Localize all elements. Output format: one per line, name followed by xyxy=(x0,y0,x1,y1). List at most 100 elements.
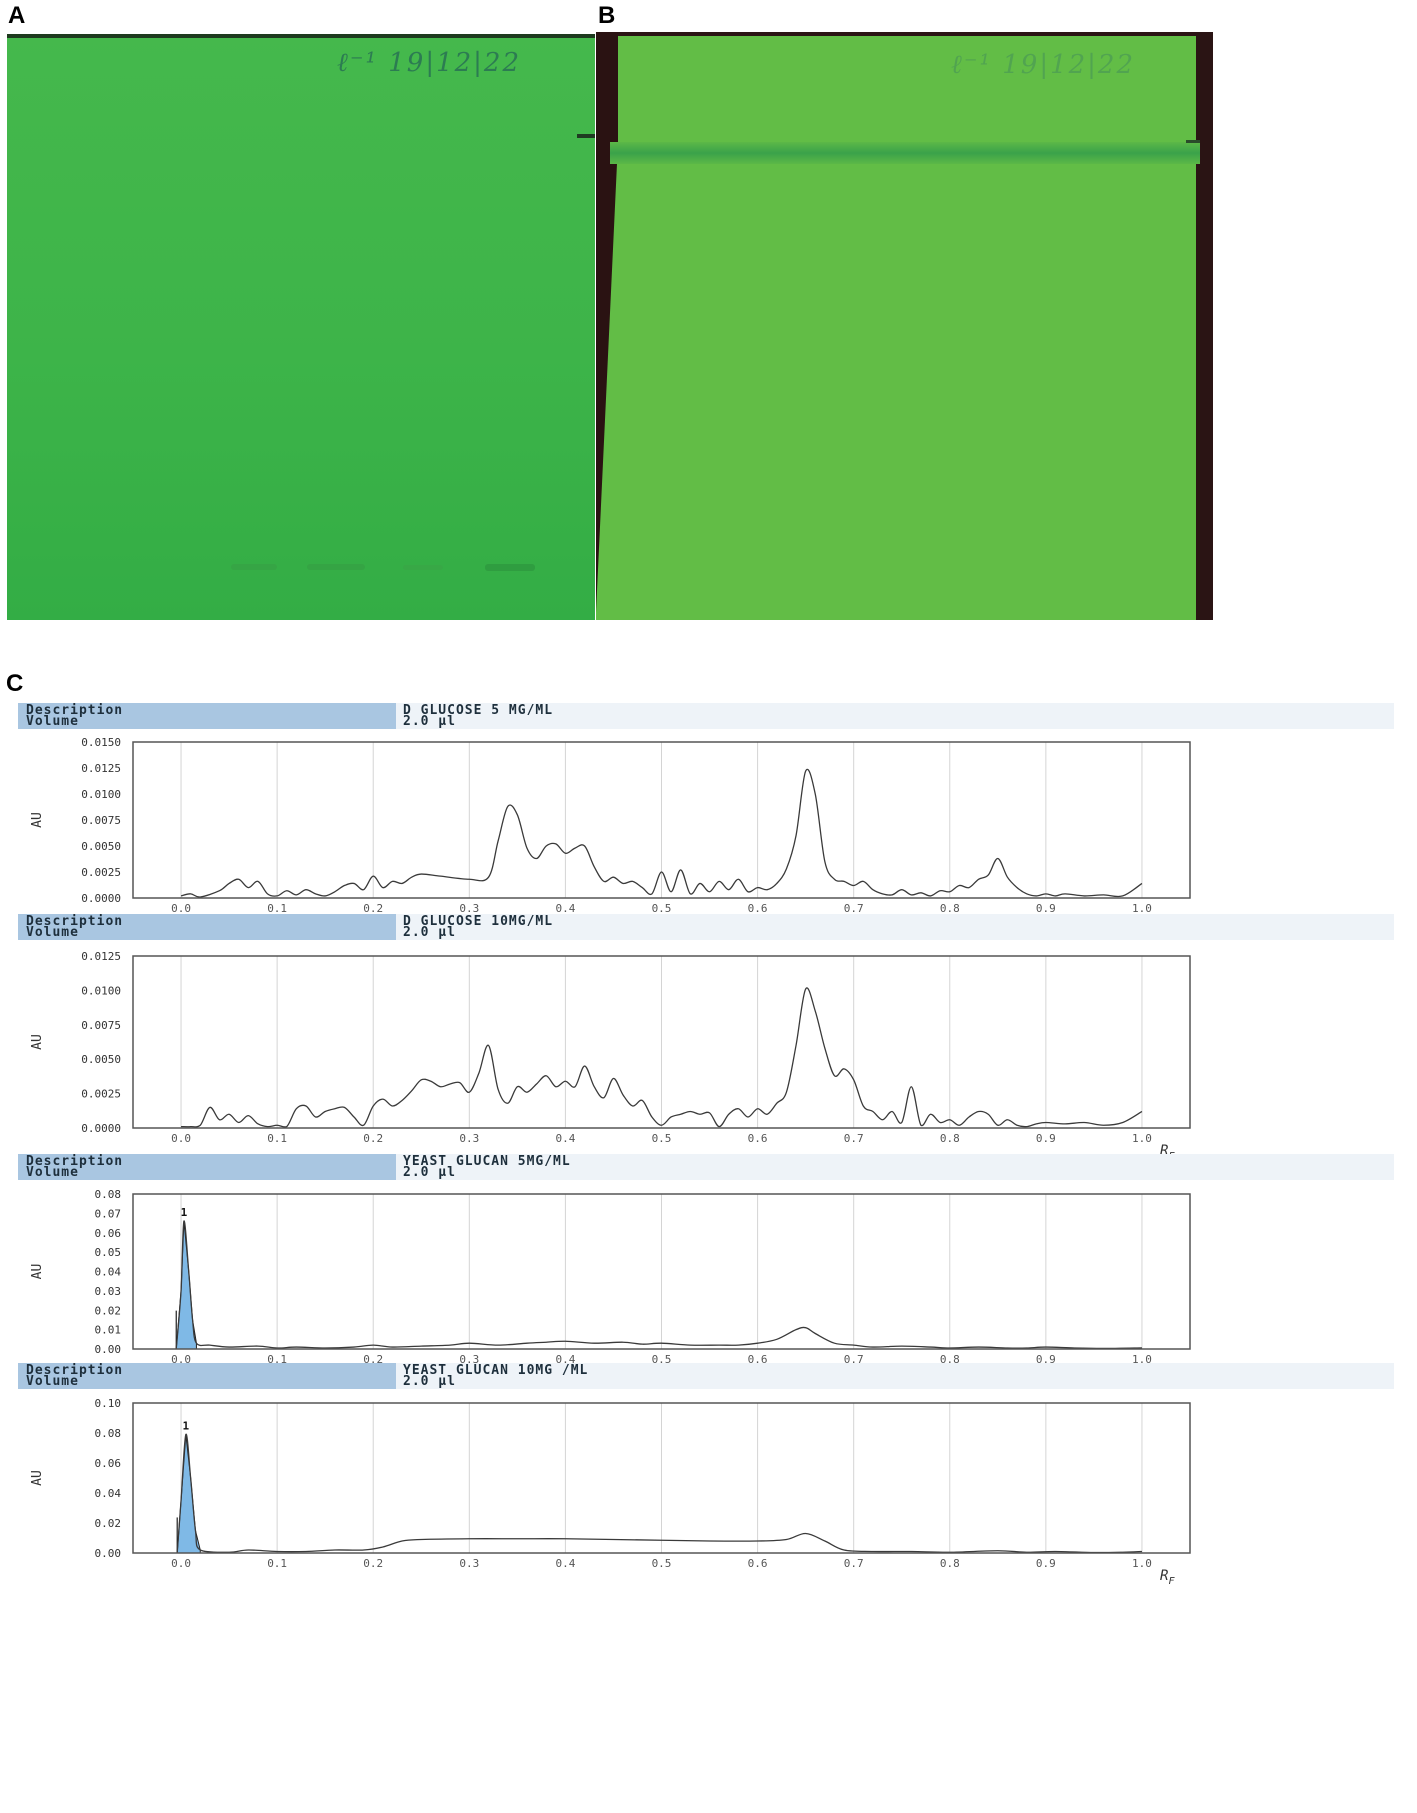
y-axis-label: AU xyxy=(30,812,45,828)
peak-label: 1 xyxy=(181,1206,188,1219)
plate-a-note: ℓ⁻¹ 19|12|22 xyxy=(337,48,522,78)
description-bar-1: Description Volume D GLUCOSE 5 MG/ML 2.0… xyxy=(18,703,1394,729)
description-key: Description xyxy=(26,1154,124,1169)
y-tick-label: 0.08 xyxy=(95,1188,122,1201)
x-tick-label: 0.9 xyxy=(1036,1353,1056,1366)
y-tick-label: 0.0025 xyxy=(81,1088,121,1101)
description-key: Description xyxy=(26,1363,124,1378)
y-tick-label: 0.05 xyxy=(95,1246,122,1259)
y-tick-label: 0.0050 xyxy=(81,840,121,853)
y-tick-label: 0.10 xyxy=(95,1397,122,1410)
x-tick-label: 0.0 xyxy=(171,902,191,915)
chromatogram-2: 0.0 0.1 0.2 0.3 0.4 0.5 0.6 0.7 0.8 0.9 1.0 0.0000 0… xyxy=(30,950,1191,1156)
x-tick-label: 0.5 xyxy=(652,1557,672,1570)
y-axis-label: AU xyxy=(30,1264,45,1280)
description-key: Description xyxy=(26,703,124,718)
y-axis-label: AU xyxy=(30,1034,45,1050)
plate-b-note: ℓ⁻¹ 19|12|22 xyxy=(951,50,1136,80)
panel-b-label: B xyxy=(598,2,616,29)
y-tick-label: 0.0125 xyxy=(81,950,121,963)
y-tick-label: 0.0050 xyxy=(81,1053,121,1066)
description-key: Description xyxy=(26,914,124,929)
x-tick-label: 0.6 xyxy=(748,902,768,915)
y-tick-label: 0.0075 xyxy=(81,1019,121,1032)
x-tick-label: 1.0 xyxy=(1132,1132,1152,1145)
x-tick-label: 1.0 xyxy=(1132,1353,1152,1366)
x-tick-label: 0.6 xyxy=(748,1353,768,1366)
y-tick-label: 0.0000 xyxy=(81,1122,121,1135)
y-tick-label: 0.06 xyxy=(95,1457,122,1470)
x-tick-label: 0.1 xyxy=(267,1353,287,1366)
y-tick-label: 0.0000 xyxy=(81,892,121,905)
volume-value: 2.0 µl xyxy=(403,714,456,729)
y-tick-label: 0.02 xyxy=(95,1517,122,1530)
description-bar-3: Description Volume YEAST GLUCAN 5MG/ML 2… xyxy=(18,1154,1394,1180)
plot-frame xyxy=(132,1402,1191,1554)
description-value: YEAST GLUCAN 10MG /ML xyxy=(403,1363,589,1378)
x-tick-label: 0.3 xyxy=(459,1132,479,1145)
x-tick-label: 0.5 xyxy=(652,1132,672,1145)
x-tick-label: 0.4 xyxy=(555,1557,575,1570)
volume-key: Volume xyxy=(26,1374,79,1389)
y-tick-label: 0.04 xyxy=(95,1487,122,1500)
volume-value: 2.0 µl xyxy=(403,925,456,940)
x-tick-label: 0.0 xyxy=(171,1132,191,1145)
x-tick-label: 0.9 xyxy=(1036,1557,1056,1570)
x-tick-label: 0.9 xyxy=(1036,1132,1056,1145)
description-value: D GLUCOSE 10MG/ML xyxy=(403,914,554,929)
x-tick-label: 0.1 xyxy=(267,902,287,915)
y-tick-label: 0.04 xyxy=(95,1266,122,1279)
x-tick-label: 0.2 xyxy=(363,1353,383,1366)
x-tick-label: 0.7 xyxy=(844,1132,864,1145)
series-line xyxy=(175,1220,1142,1350)
x-tick-label: 0.9 xyxy=(1036,902,1056,915)
volume-key: Volume xyxy=(26,925,79,940)
tlc-plate-a: ℓ⁻¹ 19|12|22 xyxy=(7,34,595,620)
description-bar-4: Description Volume YEAST GLUCAN 10MG /ML… xyxy=(18,1363,1394,1389)
description-bar-2: Description Volume D GLUCOSE 10MG/ML 2.0… xyxy=(18,914,1394,940)
y-tick-label: 0.0125 xyxy=(81,762,121,775)
x-tick-label: 1.0 xyxy=(1132,1557,1152,1570)
x-tick-label: 0.3 xyxy=(459,1353,479,1366)
series-line xyxy=(180,768,1143,898)
plot-frame xyxy=(132,741,1191,899)
y-tick-label: 0.0025 xyxy=(81,866,121,879)
description-value: D GLUCOSE 5 MG/ML xyxy=(403,703,554,718)
x-tick-label: 0.0 xyxy=(171,1353,191,1366)
volume-key: Volume xyxy=(26,1165,79,1180)
x-tick-label: 0.5 xyxy=(652,1353,672,1366)
volume-value: 2.0 µl xyxy=(403,1165,456,1180)
tlc-plate-b: ℓ⁻¹ 19|12|22 xyxy=(596,32,1213,620)
x-tick-label: 0.4 xyxy=(555,1132,575,1145)
plot-frame xyxy=(132,955,1191,1129)
x-tick-label: 0.4 xyxy=(555,1353,575,1366)
chromatogram-3: 0.0 0.1 0.2 0.3 0.4 0.5 0.6 0.7 0.8 0.9 1.0 0.00 0.0… xyxy=(30,1188,1191,1370)
x-tick-label: 0.2 xyxy=(363,1132,383,1145)
x-tick-label: 0.7 xyxy=(844,1353,864,1366)
panel-c-label: C xyxy=(6,670,24,697)
x-tick-label: 0.8 xyxy=(940,1132,960,1145)
band-4 xyxy=(485,564,535,571)
volume-key: Volume xyxy=(26,714,79,729)
y-tick-label: 0.07 xyxy=(95,1207,122,1220)
series-line xyxy=(181,987,1143,1128)
y-tick-label: 0.03 xyxy=(95,1285,122,1298)
x-tick-label: 0.0 xyxy=(171,1557,191,1570)
y-tick-label: 0.0150 xyxy=(81,736,121,749)
plot-frame xyxy=(132,1193,1191,1350)
y-tick-label: 0.00 xyxy=(95,1547,122,1560)
x-tick-label: 0.3 xyxy=(459,902,479,915)
x-tick-label: 0.8 xyxy=(940,1557,960,1570)
y-tick-label: 0.02 xyxy=(95,1304,122,1317)
y-tick-label: 0.08 xyxy=(95,1427,122,1440)
solvent-front-band xyxy=(610,142,1200,164)
x-tick-label: 0.2 xyxy=(363,902,383,915)
y-tick-label: 0.0100 xyxy=(81,788,121,801)
peak-label: 1 xyxy=(183,1420,190,1433)
x-tick-label: 0.6 xyxy=(748,1557,768,1570)
chromatogram-1: 0.0 0.1 0.2 0.3 0.4 0.5 0.6 0.7 0.8 0.9 1.0 0.0000 0… xyxy=(30,736,1191,918)
band-3 xyxy=(403,565,443,570)
x-tick-label: 0.2 xyxy=(363,1557,383,1570)
chromatogram-4: 0.0 0.1 0.2 0.3 0.4 0.5 0.6 0.7 0.8 0.9 1.0 0.00 0.0… xyxy=(30,1397,1191,1587)
x-tick-label: 1.0 xyxy=(1132,902,1152,915)
